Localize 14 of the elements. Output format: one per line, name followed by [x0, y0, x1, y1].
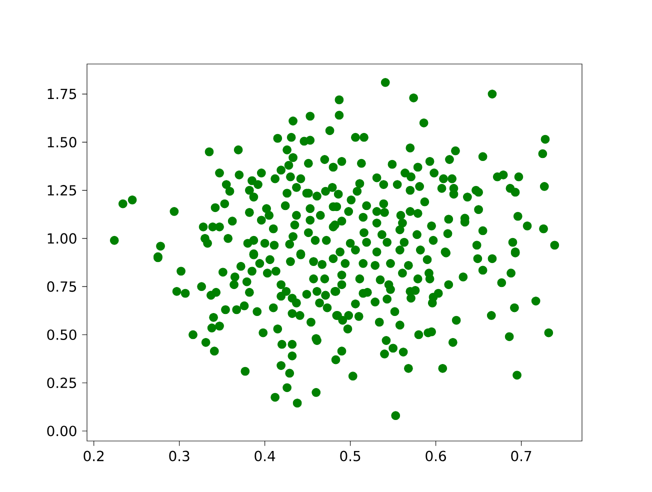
y-tick-label: 1.00: [48, 233, 76, 244]
y-tick-label: 0.25: [47, 378, 76, 388]
y-tick-label: 0.50: [47, 329, 76, 340]
x-tick-label: 0.2: [84, 450, 104, 462]
x-tick-label: 0.3: [169, 450, 190, 462]
y-tick-label: 1.75: [48, 88, 76, 100]
y-tick-label: 1.50: [48, 136, 76, 148]
y-tick-label: 1.25: [48, 185, 76, 196]
y-tick-label: 0.75: [47, 281, 76, 292]
x-tick-label: 0.7: [511, 450, 532, 462]
x-tick-label: 0.5: [340, 450, 360, 462]
x-tick-label: 0.6: [426, 450, 446, 462]
x-tick-label: 0.4: [254, 450, 276, 462]
y-tick-label: 0.00: [47, 426, 76, 436]
